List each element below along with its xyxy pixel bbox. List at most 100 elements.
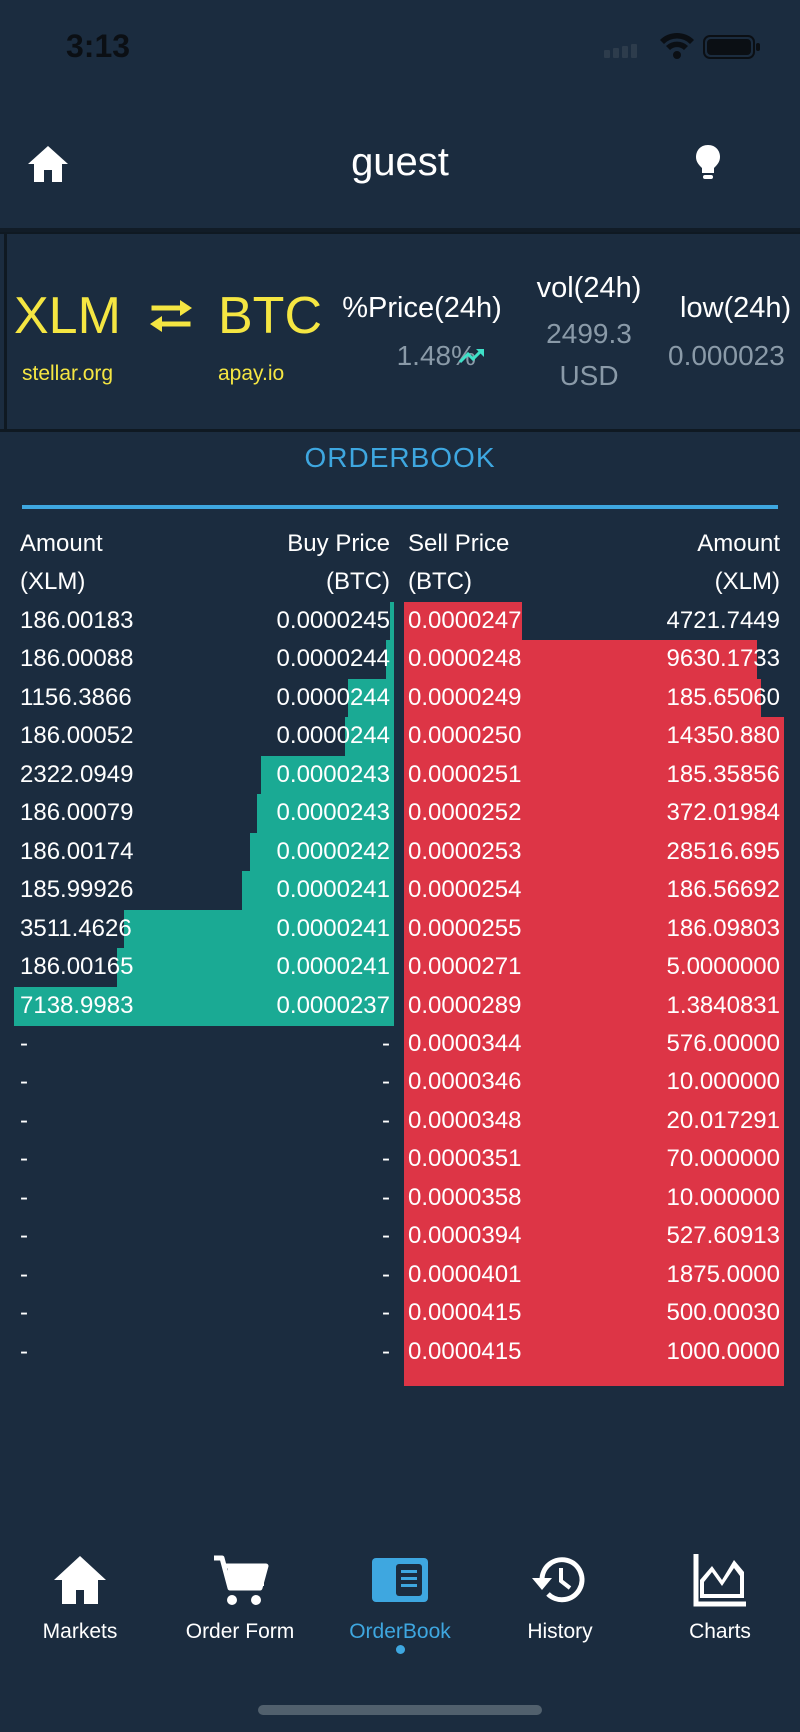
ask-amount[interactable]: 186.56692 <box>666 876 780 904</box>
bid-price[interactable]: - <box>382 1260 390 1288</box>
bid-price[interactable]: 0.0000241 <box>276 953 390 981</box>
ask-amount[interactable]: 500.00030 <box>666 1299 780 1327</box>
market-ticker[interactable]: XLM stellar.org BTC apay.io %Price(24h) … <box>0 232 800 432</box>
ask-price[interactable]: 0.0000401 <box>408 1260 522 1288</box>
swap-icon[interactable] <box>148 296 194 336</box>
ask-amount[interactable]: 10.000000 <box>666 1068 780 1096</box>
bid-price[interactable]: 0.0000244 <box>276 683 390 711</box>
bid-amount[interactable]: 186.00183 <box>20 607 134 634</box>
ask-price[interactable]: 0.0000394 <box>408 1222 522 1250</box>
bid-depth-bar <box>390 602 394 642</box>
ask-amount[interactable]: 4721.7449 <box>666 607 780 634</box>
ask-price[interactable]: 0.0000248 <box>408 645 522 673</box>
bid-price[interactable]: 0.0000243 <box>276 760 390 788</box>
bid-price[interactable]: 0.0000243 <box>276 799 390 827</box>
ask-price[interactable]: 0.0000254 <box>408 876 522 904</box>
bid-amount[interactable]: - <box>20 1299 28 1327</box>
ask-amount[interactable]: 20.017291 <box>666 1106 780 1134</box>
nav-orderbook[interactable]: OrderBook <box>320 1550 480 1644</box>
ask-amount[interactable]: 372.01984 <box>666 799 780 827</box>
bid-price[interactable]: 0.0000241 <box>276 914 390 942</box>
bid-price[interactable]: - <box>382 1145 390 1173</box>
ask-price[interactable]: 0.0000249 <box>408 683 522 711</box>
bid-amount[interactable]: 185.99926 <box>20 876 134 904</box>
bid-price[interactable]: - <box>382 1337 390 1365</box>
nav-markets[interactable]: Markets <box>0 1550 160 1644</box>
bid-price[interactable]: 0.0000241 <box>276 876 390 904</box>
ask-amount[interactable]: 5.0000000 <box>666 953 780 981</box>
ask-depth-bar <box>404 948 784 988</box>
ask-price[interactable]: 0.0000344 <box>408 1029 522 1057</box>
ask-amount[interactable]: 10.000000 <box>666 1183 780 1211</box>
base-asset-code[interactable]: XLM <box>14 287 121 345</box>
nav-charts-label: Charts <box>689 1620 751 1643</box>
ask-price[interactable]: 0.0000271 <box>408 953 522 981</box>
bid-amount[interactable]: - <box>20 1337 28 1365</box>
bid-price[interactable]: - <box>382 1029 390 1057</box>
bid-amount[interactable]: 7138.9983 <box>20 991 134 1019</box>
ask-depth-bar <box>404 1101 784 1141</box>
ask-price[interactable]: 0.0000351 <box>408 1145 522 1173</box>
bid-amount[interactable]: 3511.4626 <box>20 914 132 942</box>
ask-amount[interactable]: 1000.0000 <box>666 1337 780 1365</box>
ask-amount[interactable]: 28516.695 <box>666 837 780 865</box>
bid-amount[interactable]: 1156.3866 <box>20 683 132 711</box>
bid-price[interactable]: 0.0000244 <box>276 722 390 750</box>
nav-charts[interactable]: Charts <box>640 1550 800 1644</box>
bid-amount[interactable]: 186.00174 <box>20 837 134 865</box>
ticker-border <box>4 234 800 429</box>
home-icon[interactable] <box>24 140 72 188</box>
bid-amount[interactable]: - <box>20 1222 28 1250</box>
bid-amount[interactable]: - <box>20 1068 28 1096</box>
ask-amount[interactable]: 185.35856 <box>666 760 780 788</box>
bid-depth-bar <box>117 948 394 988</box>
bid-price[interactable]: - <box>382 1299 390 1327</box>
ask-price[interactable]: 0.0000348 <box>408 1106 522 1134</box>
chart-icon <box>693 1554 746 1607</box>
bid-amount[interactable]: - <box>20 1260 28 1288</box>
ask-price[interactable]: 0.0000253 <box>408 837 522 865</box>
ask-price[interactable]: 0.0000415 <box>408 1299 522 1327</box>
bid-amount[interactable]: - <box>20 1145 28 1173</box>
bid-price[interactable]: 0.0000245 <box>276 607 390 634</box>
ask-depth-bar <box>404 1178 784 1218</box>
bid-amount[interactable]: 186.00088 <box>20 645 134 673</box>
ask-price[interactable]: 0.0000255 <box>408 914 522 942</box>
ask-amount[interactable]: 576.00000 <box>666 1029 780 1057</box>
ask-amount[interactable]: 1875.0000 <box>666 1260 780 1288</box>
ask-amount[interactable]: 185.65060 <box>666 683 780 711</box>
bid-price[interactable]: 0.0000244 <box>276 645 390 673</box>
bid-amount[interactable]: 186.00165 <box>20 953 134 981</box>
ask-amount[interactable]: 9630.1733 <box>666 645 780 673</box>
home-icon <box>54 1556 106 1604</box>
bid-amount[interactable]: 186.00079 <box>20 799 134 827</box>
ask-price[interactable]: 0.0000289 <box>408 991 522 1019</box>
ask-amount[interactable]: 186.09803 <box>666 914 780 942</box>
ask-amount[interactable]: 527.60913 <box>666 1222 780 1250</box>
ask-price[interactable]: 0.0000346 <box>408 1068 522 1096</box>
counter-asset-code[interactable]: BTC <box>218 287 322 345</box>
bid-amount[interactable]: - <box>20 1106 28 1134</box>
bid-price[interactable]: 0.0000242 <box>276 837 390 865</box>
ask-price[interactable]: 0.0000250 <box>408 722 522 750</box>
ask-price[interactable]: 0.0000251 <box>408 760 522 788</box>
bid-amount[interactable]: - <box>20 1183 28 1211</box>
bid-price[interactable]: - <box>382 1106 390 1134</box>
bid-price[interactable]: 0.0000237 <box>276 991 390 1019</box>
ask-price[interactable]: 0.0000252 <box>408 799 522 827</box>
lightbulb-icon[interactable] <box>694 143 722 183</box>
ask-amount[interactable]: 70.000000 <box>666 1145 780 1173</box>
nav-history[interactable]: History <box>480 1550 640 1644</box>
bid-price[interactable]: - <box>382 1068 390 1096</box>
bid-amount[interactable]: 2322.0949 <box>20 760 134 788</box>
ask-amount[interactable]: 14350.880 <box>666 722 780 750</box>
ask-price[interactable]: 0.0000247 <box>408 607 522 634</box>
bid-amount[interactable]: - <box>20 1029 28 1057</box>
bid-price[interactable]: - <box>382 1222 390 1250</box>
ask-amount[interactable]: 1.3840831 <box>666 991 780 1019</box>
ask-price[interactable]: 0.0000415 <box>408 1337 522 1365</box>
ask-price[interactable]: 0.0000358 <box>408 1183 522 1211</box>
bid-amount[interactable]: 186.00052 <box>20 722 134 750</box>
nav-order-form[interactable]: Order Form <box>160 1550 320 1644</box>
bid-price[interactable]: - <box>382 1183 390 1211</box>
